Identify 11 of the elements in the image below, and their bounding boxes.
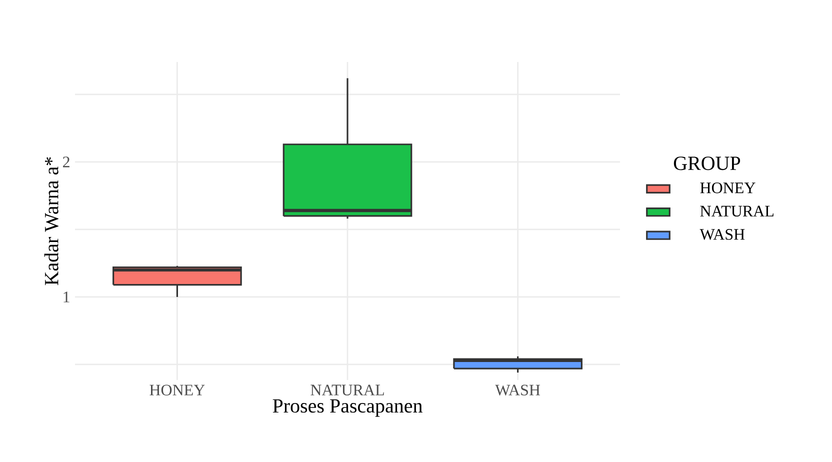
legend-label: NATURAL xyxy=(700,206,774,217)
x-tick-label: HONEY xyxy=(150,384,205,396)
x-tick-label: WASH xyxy=(495,384,540,396)
x-axis-title: Proses Pascapanen xyxy=(272,399,422,417)
legend-title: GROUP xyxy=(674,156,740,170)
y-axis-title: Kadar Warna a* xyxy=(44,157,58,286)
y-tick-label: 1 xyxy=(64,292,70,302)
legend-label: WASH xyxy=(700,229,745,240)
y-tick-label: 2 xyxy=(63,156,70,168)
x-tick-label: NATURAL xyxy=(310,384,384,396)
legend-label: HONEY xyxy=(700,182,756,194)
